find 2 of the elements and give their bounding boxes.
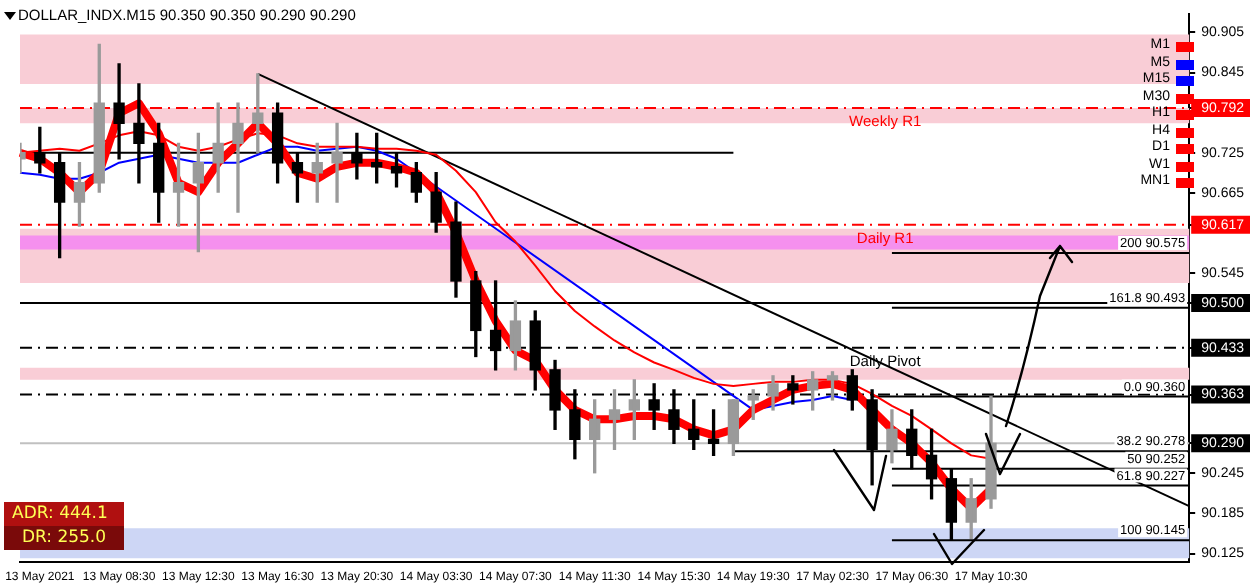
annotation: ADR: 444.1	[4, 502, 124, 526]
annotation: DR: 255.0	[4, 526, 124, 550]
